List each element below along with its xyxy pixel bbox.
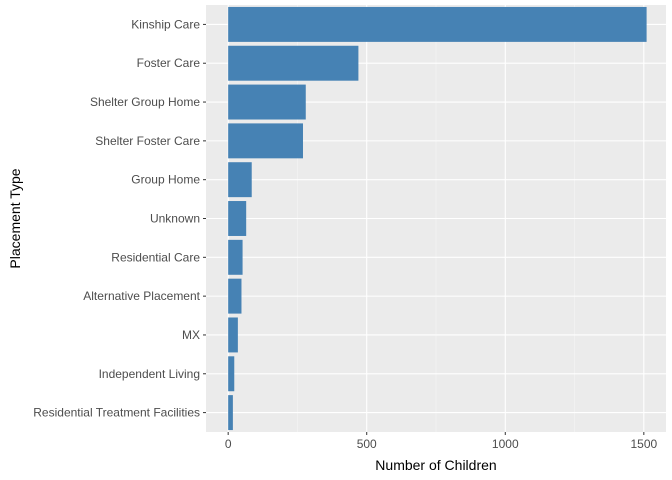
y-tick-label: Kinship Care <box>131 17 200 31</box>
bar <box>228 123 303 159</box>
y-tick-label: Unknown <box>150 212 200 226</box>
bar <box>228 317 238 353</box>
y-tick-label: Shelter Foster Care <box>95 134 200 148</box>
bar <box>228 278 242 314</box>
y-tick-label: Group Home <box>131 173 200 187</box>
x-tick-label: 1500 <box>630 437 657 451</box>
bar <box>228 201 247 236</box>
x-tick-label: 500 <box>357 437 377 451</box>
bar <box>228 395 233 431</box>
bar <box>228 6 647 42</box>
x-tick-label: 0 <box>225 437 232 451</box>
y-tick-label: MX <box>182 328 200 342</box>
y-tick-label: Alternative Placement <box>83 289 200 303</box>
bar <box>228 45 359 81</box>
x-axis-title: Number of Children <box>375 457 496 473</box>
y-tick-label: Foster Care <box>137 56 201 70</box>
bar <box>228 239 243 275</box>
x-tick-label: 1000 <box>492 437 519 451</box>
bar <box>228 84 306 120</box>
y-tick-label: Residential Care <box>111 250 200 264</box>
x-axis: 0 500 1000 1500 <box>225 432 658 451</box>
y-axis-title: Placement Type <box>7 168 23 268</box>
bars <box>228 6 647 431</box>
bar <box>228 162 252 198</box>
bar <box>228 356 235 392</box>
y-axis: Kinship Care Foster Care Shelter Group Hom… <box>33 17 206 420</box>
y-tick-label: Independent Living <box>99 367 200 381</box>
y-tick-label: Residential Treatment Facilities <box>33 406 200 420</box>
y-tick-label: Shelter Group Home <box>90 95 200 109</box>
